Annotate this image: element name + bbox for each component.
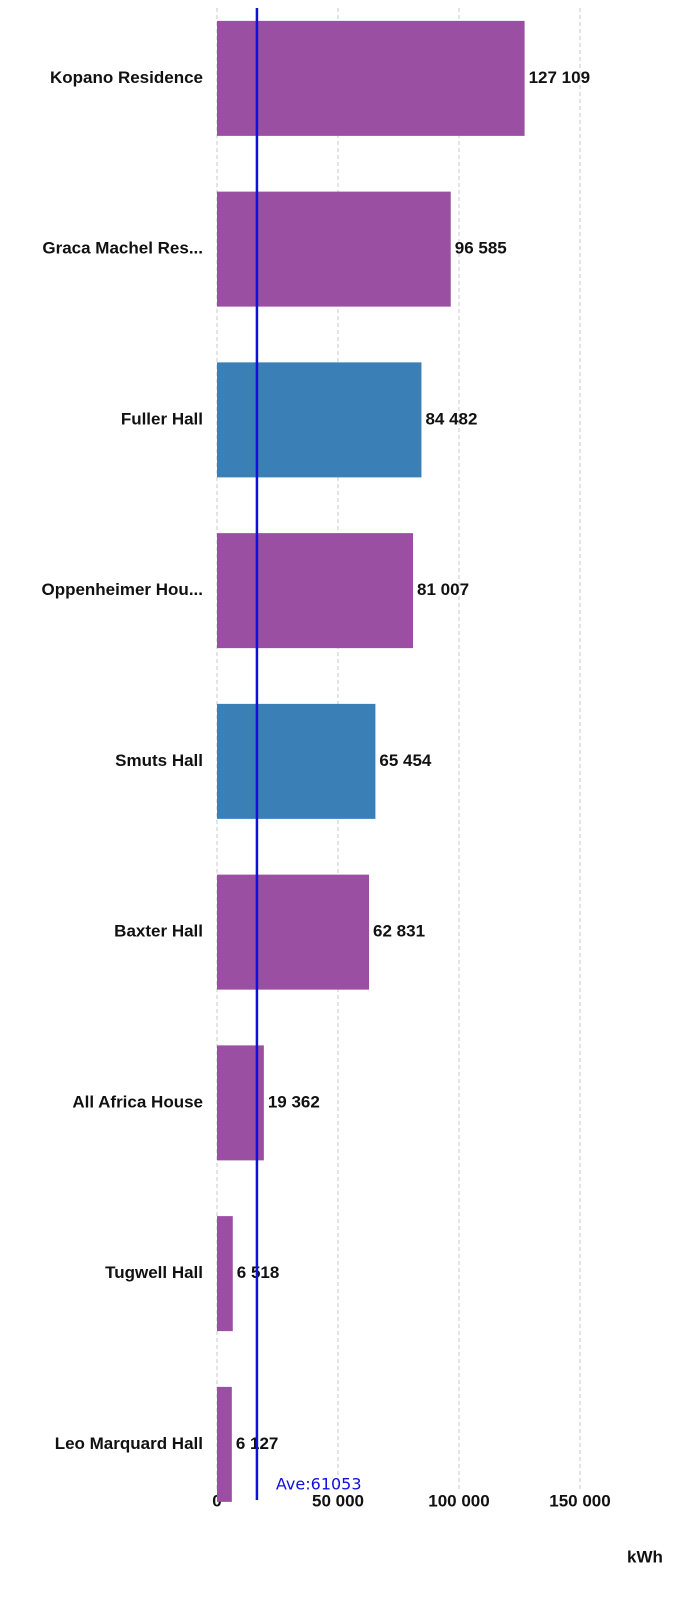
bar [217, 1386, 232, 1502]
x-tick-label: 50 000 [312, 1491, 364, 1510]
x-tick-label: 100 000 [428, 1491, 489, 1510]
category-label: Fuller Hall [121, 409, 203, 428]
average-label: Ave:61053 [276, 1475, 362, 1494]
category-label: Smuts Hall [115, 751, 203, 770]
value-label: 96 585 [455, 239, 507, 258]
category-label: Graca Machel Res... [42, 239, 203, 258]
x-axis-label: kWh [627, 1547, 663, 1566]
bar [217, 20, 525, 136]
value-label: 62 831 [373, 922, 425, 941]
category-label: Leo Marquard Hall [55, 1434, 203, 1453]
bar [217, 362, 422, 478]
value-label: 65 454 [379, 751, 432, 770]
value-label: 19 362 [268, 1092, 320, 1111]
bar [217, 874, 370, 990]
category-label: All Africa House [72, 1092, 203, 1111]
category-label: Baxter Hall [114, 922, 203, 941]
bar [217, 533, 414, 649]
bar [217, 1216, 233, 1332]
value-label: 81 007 [417, 580, 469, 599]
bar [217, 703, 376, 819]
category-label: Tugwell Hall [105, 1263, 203, 1282]
value-label: 84 482 [425, 409, 477, 428]
bar [217, 191, 451, 307]
category-label: Oppenheimer Hou... [41, 580, 203, 599]
x-tick-label: 150 000 [549, 1491, 610, 1510]
category-label: Kopano Residence [50, 68, 203, 87]
value-label: 127 109 [529, 68, 590, 87]
